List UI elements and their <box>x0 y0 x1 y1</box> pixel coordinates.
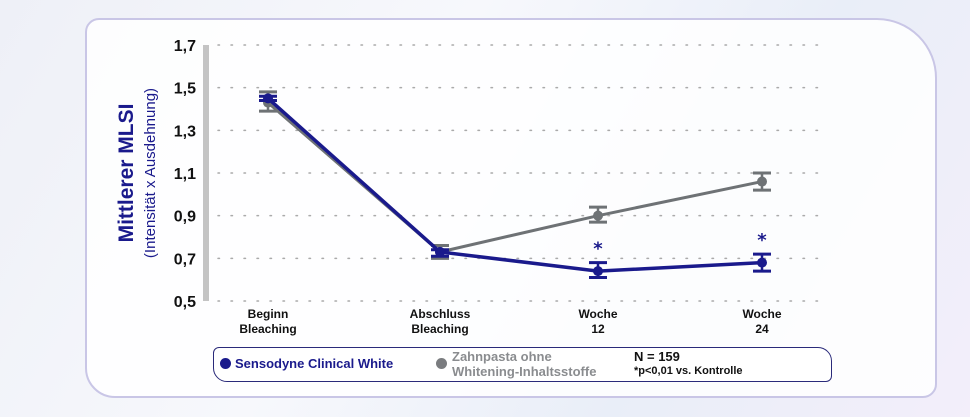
y-tick-label: 0,5 <box>174 294 196 311</box>
legend-marker-icon <box>436 358 447 369</box>
chart-card <box>85 18 937 398</box>
y-tick-label: 0,9 <box>174 209 196 226</box>
legend-item-zahnpasta: Zahnpasta ohne Whitening-Inhaltsstoffe <box>436 349 596 379</box>
data-point <box>593 210 603 221</box>
legend-label: Whitening-Inhaltsstoffe <box>452 364 597 379</box>
significance-marker: * <box>757 230 767 251</box>
y-axis-title: Mittlerer MLSI <box>115 104 138 243</box>
legend-marker-icon <box>220 358 231 369</box>
legend-label: Zahnpasta ohne <box>452 349 552 364</box>
y-tick-label: 0,7 <box>174 251 196 268</box>
x-tick-label: Bleaching <box>239 322 296 336</box>
y-tick-label: 1,7 <box>174 38 196 55</box>
y-tick-label: 1,5 <box>174 81 196 98</box>
x-tick-label: Beginn <box>248 307 289 321</box>
y-tick-label: 1,1 <box>174 166 196 183</box>
data-point <box>593 266 603 277</box>
y-tick-label: 1,3 <box>174 123 196 140</box>
y-axis-bar <box>203 45 209 301</box>
x-tick-label: 24 <box>755 322 769 336</box>
series-line <box>266 97 763 273</box>
x-tick-label: Bleaching <box>411 322 468 336</box>
legend-label: Sensodyne Clinical White <box>235 356 394 371</box>
legend-n: N = 159 <box>634 349 680 364</box>
x-tick-label: Woche <box>742 307 781 321</box>
y-axis-subtitle: (Intensität x Ausdehnung) <box>142 88 159 258</box>
data-point <box>435 246 445 257</box>
legend-item-sensodyne: Sensodyne Clinical White <box>220 356 393 371</box>
data-point <box>757 257 767 268</box>
series-line <box>267 101 763 254</box>
legend: Sensodyne Clinical White Zahnpasta ohne W… <box>213 347 832 382</box>
legend-note: *p<0,01 vs. Kontrolle <box>634 365 743 377</box>
data-point <box>757 176 767 187</box>
significance-marker: * <box>593 239 603 260</box>
data-point <box>263 93 273 104</box>
x-tick-label: Abschluss <box>410 307 471 321</box>
x-tick-label: 12 <box>591 322 605 336</box>
x-tick-label: Woche <box>578 307 617 321</box>
